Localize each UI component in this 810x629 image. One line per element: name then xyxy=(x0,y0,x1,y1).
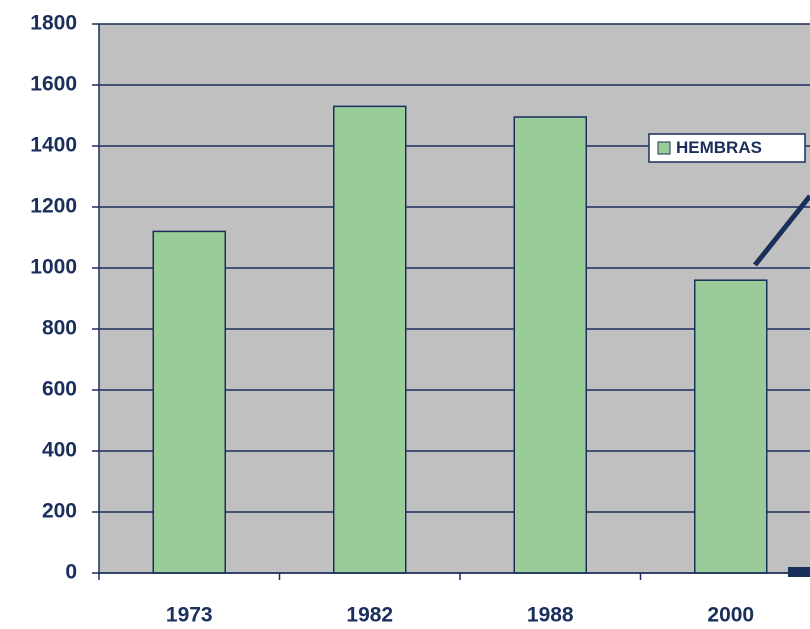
y-tick-label: 1000 xyxy=(30,256,77,279)
y-tick-label: 400 xyxy=(42,439,77,462)
x-tick-label: 1982 xyxy=(346,604,393,627)
y-tick-label: 1800 xyxy=(30,12,77,35)
bar xyxy=(152,230,226,574)
y-tick-label: 600 xyxy=(42,378,77,401)
y-tick-label: 200 xyxy=(42,500,77,523)
bar xyxy=(513,116,587,574)
y-tick-label: 0 xyxy=(65,561,77,584)
decoration-block xyxy=(788,567,810,577)
x-tick-label: 1973 xyxy=(166,604,213,627)
legend-box xyxy=(648,133,806,163)
y-tick-label: 800 xyxy=(42,317,77,340)
y-tick-label: 1400 xyxy=(30,134,77,157)
y-tick-label: 1200 xyxy=(30,195,77,218)
legend-label: HEMBRAS xyxy=(676,138,762,157)
x-tick-label: 1988 xyxy=(527,604,574,627)
legend-swatch xyxy=(657,141,671,155)
x-tick-label: 2000 xyxy=(707,604,754,627)
y-tick-label: 1600 xyxy=(30,73,77,96)
bar xyxy=(333,105,407,574)
bar xyxy=(694,279,768,574)
